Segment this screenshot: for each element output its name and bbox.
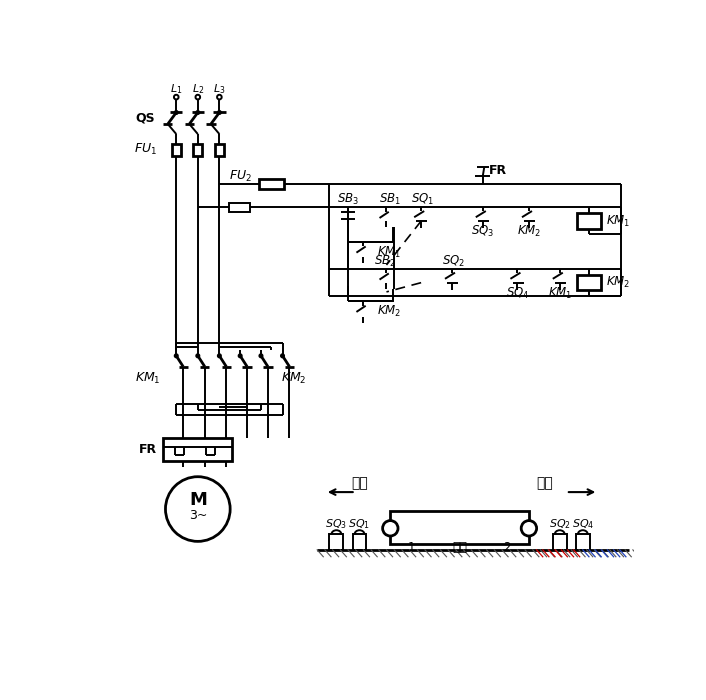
Bar bbox=[553, 535, 567, 550]
Bar bbox=[193, 144, 203, 156]
Text: $SQ_4$: $SQ_4$ bbox=[505, 286, 529, 301]
Text: $SQ_2$: $SQ_2$ bbox=[442, 253, 465, 269]
Circle shape bbox=[174, 354, 178, 357]
Bar bbox=[576, 535, 590, 550]
Text: 3~: 3~ bbox=[189, 509, 207, 522]
Bar bbox=[577, 214, 602, 229]
Bar bbox=[215, 144, 224, 156]
Text: $FU_1$: $FU_1$ bbox=[134, 142, 157, 157]
Circle shape bbox=[218, 111, 221, 114]
Text: $L_1$: $L_1$ bbox=[170, 83, 182, 97]
Text: $SQ_4$: $SQ_4$ bbox=[572, 517, 594, 531]
Text: $KM_1$: $KM_1$ bbox=[606, 214, 630, 229]
Text: $L_2$: $L_2$ bbox=[191, 83, 204, 97]
Bar bbox=[390, 511, 529, 544]
Text: 1: 1 bbox=[408, 541, 416, 554]
Text: $KM_2$: $KM_2$ bbox=[377, 304, 402, 319]
Circle shape bbox=[174, 111, 178, 114]
Text: $KM_2$: $KM_2$ bbox=[281, 370, 307, 386]
Text: $SQ_1$: $SQ_1$ bbox=[349, 517, 371, 531]
Text: $KM_1$: $KM_1$ bbox=[135, 370, 161, 386]
Text: 向右: 向右 bbox=[536, 476, 553, 490]
Circle shape bbox=[383, 521, 398, 536]
Text: $KM_2$: $KM_2$ bbox=[517, 224, 541, 239]
Circle shape bbox=[165, 477, 230, 541]
Text: $SB_2$: $SB_2$ bbox=[374, 253, 396, 269]
Bar bbox=[163, 438, 232, 461]
Circle shape bbox=[218, 354, 221, 357]
Circle shape bbox=[521, 521, 537, 536]
Text: FR: FR bbox=[489, 164, 507, 176]
Circle shape bbox=[196, 111, 199, 114]
Circle shape bbox=[259, 354, 263, 357]
Text: $SB_1$: $SB_1$ bbox=[378, 192, 400, 207]
Circle shape bbox=[217, 94, 222, 99]
Text: $KM_1$: $KM_1$ bbox=[548, 286, 572, 301]
Circle shape bbox=[281, 354, 284, 357]
Text: $L_3$: $L_3$ bbox=[213, 83, 226, 97]
Text: FR: FR bbox=[138, 443, 157, 456]
Circle shape bbox=[239, 354, 241, 357]
Circle shape bbox=[196, 94, 200, 99]
Bar bbox=[172, 144, 181, 156]
Bar bbox=[352, 535, 366, 550]
Bar bbox=[330, 535, 343, 550]
Text: 2: 2 bbox=[503, 541, 511, 554]
Circle shape bbox=[196, 354, 199, 357]
Text: $SQ_2$: $SQ_2$ bbox=[549, 517, 570, 531]
Text: $KM_2$: $KM_2$ bbox=[606, 275, 630, 290]
Text: $SQ_1$: $SQ_1$ bbox=[411, 192, 434, 207]
Text: $FU_2$: $FU_2$ bbox=[229, 169, 253, 184]
Text: $KM_1$: $KM_1$ bbox=[377, 245, 402, 260]
Text: QS: QS bbox=[136, 111, 155, 125]
Bar bbox=[577, 275, 602, 290]
Circle shape bbox=[174, 94, 179, 99]
Text: 挡铁: 挡铁 bbox=[452, 541, 467, 554]
Bar bbox=[259, 178, 284, 190]
Text: 向左: 向左 bbox=[351, 476, 368, 490]
Bar bbox=[229, 202, 250, 212]
Text: $SQ_3$: $SQ_3$ bbox=[325, 517, 347, 531]
Text: $SQ_3$: $SQ_3$ bbox=[471, 224, 494, 239]
Text: M: M bbox=[189, 491, 207, 509]
Text: $SB_3$: $SB_3$ bbox=[337, 192, 359, 207]
